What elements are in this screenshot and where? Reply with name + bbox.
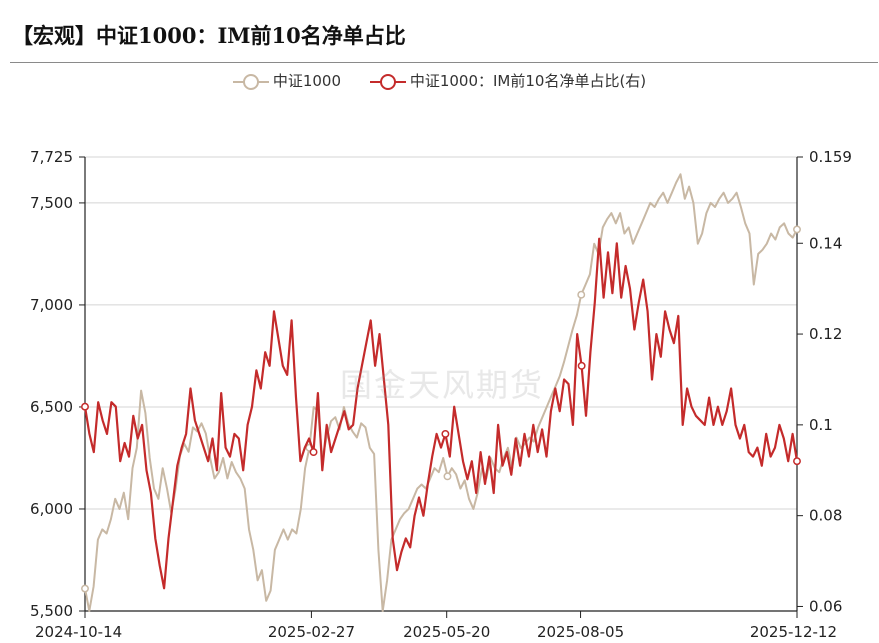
tick-labels: 5,500 6,000 6,500 7,000 7,500 7,725 0.06 0.08 0.… <box>30 148 852 641</box>
legend-marker-ratio <box>369 73 406 90</box>
legend-item-ratio[interactable]: 中证1000：IM前10名净单占比(右) <box>369 70 647 91</box>
legend-label-ratio: 中证1000：IM前10名净单占比(右) <box>409 72 647 90</box>
series-marker-0 <box>793 225 801 234</box>
legend-label-index: 中证1000 <box>272 72 342 90</box>
x-tick-label: 2024-10-14 <box>35 623 122 641</box>
page-title: 【宏观】中证1000：IM前10名净单占比 <box>12 23 406 48</box>
series-line-1 <box>83 237 799 590</box>
y-left-tick-label: 7,500 <box>30 194 73 212</box>
chart-legend: 中证1000 中证1000：IM前10名净单占比(右) <box>0 70 879 91</box>
series-marker-1 <box>793 457 801 466</box>
series-lines <box>81 173 801 612</box>
x-tick-label: 2025-02-27 <box>268 623 355 641</box>
y-right-tick-label: 0.12 <box>809 325 842 343</box>
series-line-0 <box>84 173 798 612</box>
series-marker-1 <box>309 448 318 457</box>
y-right-tick-label: 0.159 <box>809 148 852 166</box>
x-tick-label: 2025-12-12 <box>750 623 837 641</box>
y-right-tick-label: 0.14 <box>809 234 842 252</box>
y-left-tick-label: 5,500 <box>30 602 73 620</box>
series-marker-1 <box>81 402 89 411</box>
legend-item-index[interactable]: 中证1000 <box>232 70 342 91</box>
series-marker-1 <box>577 361 586 370</box>
x-tick-label: 2025-05-20 <box>403 623 490 641</box>
y-left-tick-label: 7,725 <box>30 148 73 166</box>
series-marker-0 <box>577 290 586 299</box>
legend-marker-index <box>232 73 269 90</box>
y-left-tick-label: 6,000 <box>30 500 73 518</box>
x-tick-label: 2025-08-05 <box>537 623 624 641</box>
watermark-text: 国金天风期货 <box>340 366 545 404</box>
series-marker-0 <box>443 472 452 481</box>
y-left-tick-label: 6,500 <box>30 398 73 416</box>
y-right-tick-label: 0.08 <box>809 507 842 525</box>
y-right-tick-label: 0.1 <box>809 416 833 434</box>
series-marker-1 <box>441 429 450 438</box>
y-left-tick-label: 7,000 <box>30 296 73 314</box>
y-right-tick-label: 0.06 <box>809 597 842 615</box>
series-marker-0 <box>81 584 89 593</box>
title-divider <box>10 62 878 63</box>
